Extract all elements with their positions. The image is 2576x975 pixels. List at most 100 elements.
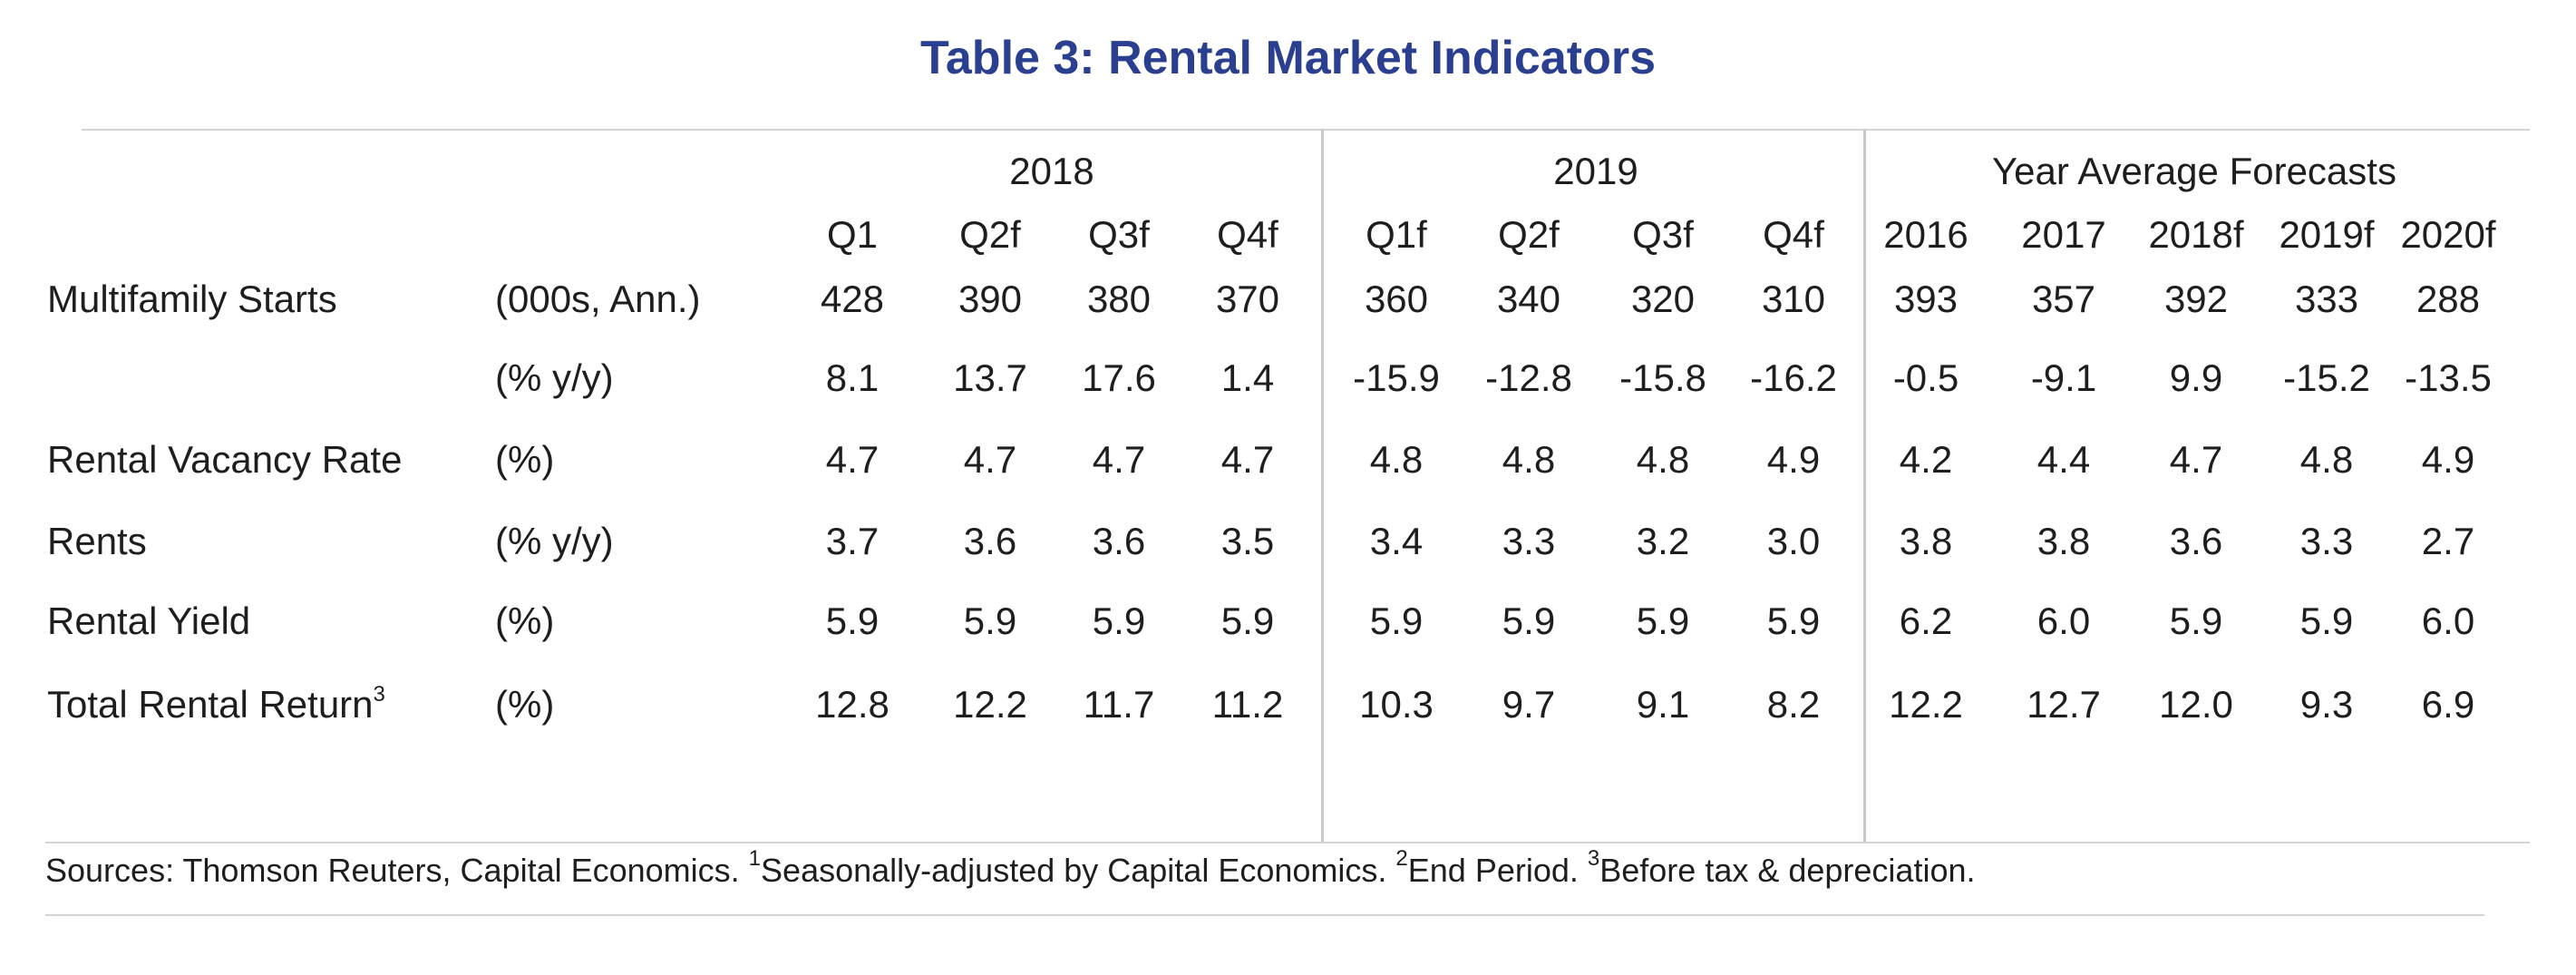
column-header: Q4f <box>1763 213 1824 256</box>
table-cell: 12.0 <box>2159 683 2233 726</box>
table-cell: 3.5 <box>1220 520 1275 562</box>
column-header: Q2f <box>959 213 1021 256</box>
table-cell: -15.2 <box>2283 356 2370 399</box>
table-cell: 428 <box>820 278 885 320</box>
table-cell: 5.9 <box>963 600 1017 642</box>
column-header: 2018f <box>2148 213 2244 256</box>
table-cell: 12.2 <box>953 683 1027 726</box>
table-cell: 4.7 <box>963 438 1017 481</box>
sources-rule <box>45 842 2530 843</box>
table-cell: 310 <box>1761 278 1826 320</box>
column-header: 2020f <box>2400 213 2496 256</box>
table-cell: 288 <box>2416 278 2481 320</box>
row-label-text: Rental Yield <box>47 600 251 642</box>
table-cell: 5.9 <box>1636 600 1690 642</box>
column-header: Q1 <box>826 213 879 256</box>
row-label-text: Rental Vacancy Rate <box>47 438 403 481</box>
sources-note: Sources: Thomson Reuters, Capital Econom… <box>45 848 1976 891</box>
table-cell: 6.0 <box>2036 600 2091 642</box>
table-cell: 5.9 <box>1502 600 1556 642</box>
table-cell: 3.3 <box>2299 520 2354 562</box>
table-cell: 5.9 <box>1766 600 1821 642</box>
table-cell: 12.7 <box>2027 683 2101 726</box>
column-header: 2016 <box>1883 213 1968 256</box>
row-label-text: Rents <box>47 520 147 562</box>
table-cell: 2.7 <box>2421 520 2475 562</box>
footnote-3-text: Before tax & depreciation. <box>1599 852 1976 889</box>
table-cell: 10.3 <box>1359 683 1434 726</box>
row-label: Multifamily Starts <box>47 277 337 322</box>
column-header: Q3f <box>1632 213 1694 256</box>
table-cell: 3.2 <box>1636 520 1690 562</box>
table-cell: 8.2 <box>1766 683 1821 726</box>
table-cell: 5.9 <box>825 600 880 642</box>
table-cell: 11.7 <box>1083 683 1155 726</box>
divider-2018-2019 <box>1321 129 1324 842</box>
table-cell: 4.4 <box>2036 438 2091 481</box>
sources-prefix: Sources: Thomson Reuters, Capital Econom… <box>45 852 749 889</box>
table-cell: 5.9 <box>1220 600 1275 642</box>
row-unit: (%) <box>495 438 555 481</box>
footnote-3-mark: 3 <box>1587 846 1600 871</box>
footnote-1-mark: 1 <box>748 846 762 871</box>
table-cell: 390 <box>957 278 1023 320</box>
table-cell: 11.2 <box>1211 683 1284 726</box>
row-label: Rental Yield <box>47 599 250 644</box>
table-cell: 3.6 <box>2169 520 2223 562</box>
table-cell: -9.1 <box>2030 356 2097 399</box>
table-cell: 370 <box>1215 278 1280 320</box>
table-cell: 5.9 <box>2169 600 2223 642</box>
table-cell: 4.7 <box>1092 438 1146 481</box>
table-cell: 5.9 <box>1092 600 1146 642</box>
top-rule <box>82 129 2530 131</box>
row-unit: (000s, Ann.) <box>495 278 701 320</box>
table-cell: 320 <box>1630 278 1696 320</box>
footnote-2-text: End Period. <box>1407 852 1588 889</box>
table-cell: 3.8 <box>2036 520 2091 562</box>
table-cell: 9.7 <box>1502 683 1556 726</box>
table-cell: -15.9 <box>1353 356 1440 399</box>
table-cell: 380 <box>1086 278 1152 320</box>
table-cell: 393 <box>1893 278 1959 320</box>
row-label-text: Multifamily Starts <box>47 278 337 320</box>
table-cell: 4.9 <box>1766 438 1821 481</box>
bottom-rule <box>45 914 2484 916</box>
column-header: 2017 <box>2021 213 2106 256</box>
table-cell: 13.7 <box>953 356 1027 399</box>
table-cell: 3.4 <box>1369 520 1424 562</box>
table-cell: 6.0 <box>2421 600 2475 642</box>
table-cell: -13.5 <box>2405 356 2492 399</box>
table-cell: 3.8 <box>1899 520 1953 562</box>
row-unit: (% y/y) <box>495 520 614 562</box>
divider-2019-forecasts <box>1863 129 1866 842</box>
table-cell: -16.2 <box>1750 356 1837 399</box>
column-header: Q2f <box>1498 213 1560 256</box>
table-cell: 6.2 <box>1899 600 1953 642</box>
column-header: 2019f <box>2279 213 2375 256</box>
table-cell: 357 <box>2031 278 2096 320</box>
table-cell: 12.8 <box>815 683 889 726</box>
row-unit: (%) <box>495 600 555 642</box>
table-cell: 1.4 <box>1220 356 1275 399</box>
table-cell: 9.3 <box>2299 683 2354 726</box>
table-cell: 6.9 <box>2421 683 2475 726</box>
row-unit: (%) <box>495 683 555 726</box>
table-cell: 360 <box>1364 278 1429 320</box>
row-label-text: Total Rental Return <box>47 683 374 726</box>
table-title: Table 3: Rental Market Indicators <box>919 32 1657 84</box>
table-cell: 340 <box>1496 278 1561 320</box>
table-cell: -15.8 <box>1619 356 1706 399</box>
group-header-0: 2018 <box>1009 150 1094 192</box>
table-cell: 9.1 <box>1636 683 1690 726</box>
table-cell: 333 <box>2294 278 2359 320</box>
group-header-2: Year Average Forecasts <box>1992 150 2396 192</box>
column-header: Q3f <box>1088 213 1150 256</box>
table-cell: -0.5 <box>1892 356 1959 399</box>
table-cell: 392 <box>2163 278 2229 320</box>
table-cell: 4.9 <box>2421 438 2475 481</box>
table-cell: 4.2 <box>1899 438 1953 481</box>
row-unit: (% y/y) <box>495 356 614 399</box>
table-cell: 9.9 <box>2169 356 2223 399</box>
table-cell: 8.1 <box>825 356 880 399</box>
row-label-footnote-mark: 3 <box>373 682 385 707</box>
